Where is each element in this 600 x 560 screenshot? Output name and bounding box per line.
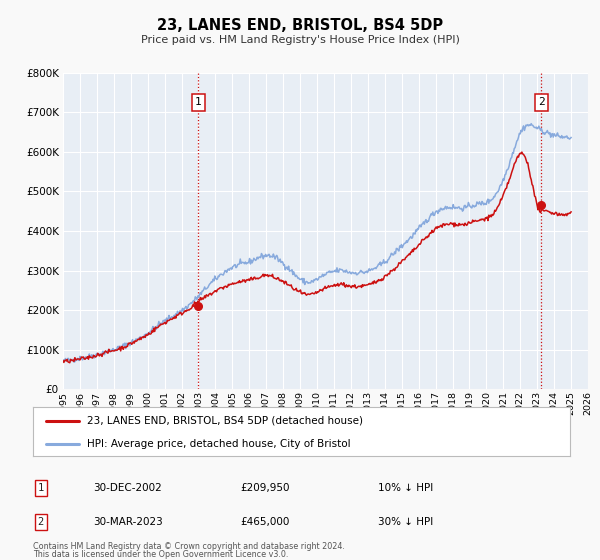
Text: 2: 2 <box>538 97 545 108</box>
Text: HPI: Average price, detached house, City of Bristol: HPI: Average price, detached house, City… <box>87 438 350 449</box>
Text: £465,000: £465,000 <box>240 517 289 527</box>
Text: 23, LANES END, BRISTOL, BS4 5DP (detached house): 23, LANES END, BRISTOL, BS4 5DP (detache… <box>87 416 362 426</box>
Text: £209,950: £209,950 <box>240 483 290 493</box>
Text: 10% ↓ HPI: 10% ↓ HPI <box>378 483 433 493</box>
Text: 23, LANES END, BRISTOL, BS4 5DP: 23, LANES END, BRISTOL, BS4 5DP <box>157 18 443 32</box>
Text: 1: 1 <box>38 483 44 493</box>
Text: 30-MAR-2023: 30-MAR-2023 <box>93 517 163 527</box>
Text: 2: 2 <box>38 517 44 527</box>
Text: This data is licensed under the Open Government Licence v3.0.: This data is licensed under the Open Gov… <box>33 550 289 559</box>
Text: 30% ↓ HPI: 30% ↓ HPI <box>378 517 433 527</box>
Text: 30-DEC-2002: 30-DEC-2002 <box>93 483 162 493</box>
Text: Contains HM Land Registry data © Crown copyright and database right 2024.: Contains HM Land Registry data © Crown c… <box>33 542 345 551</box>
Text: Price paid vs. HM Land Registry's House Price Index (HPI): Price paid vs. HM Land Registry's House … <box>140 35 460 45</box>
Text: 1: 1 <box>195 97 202 108</box>
